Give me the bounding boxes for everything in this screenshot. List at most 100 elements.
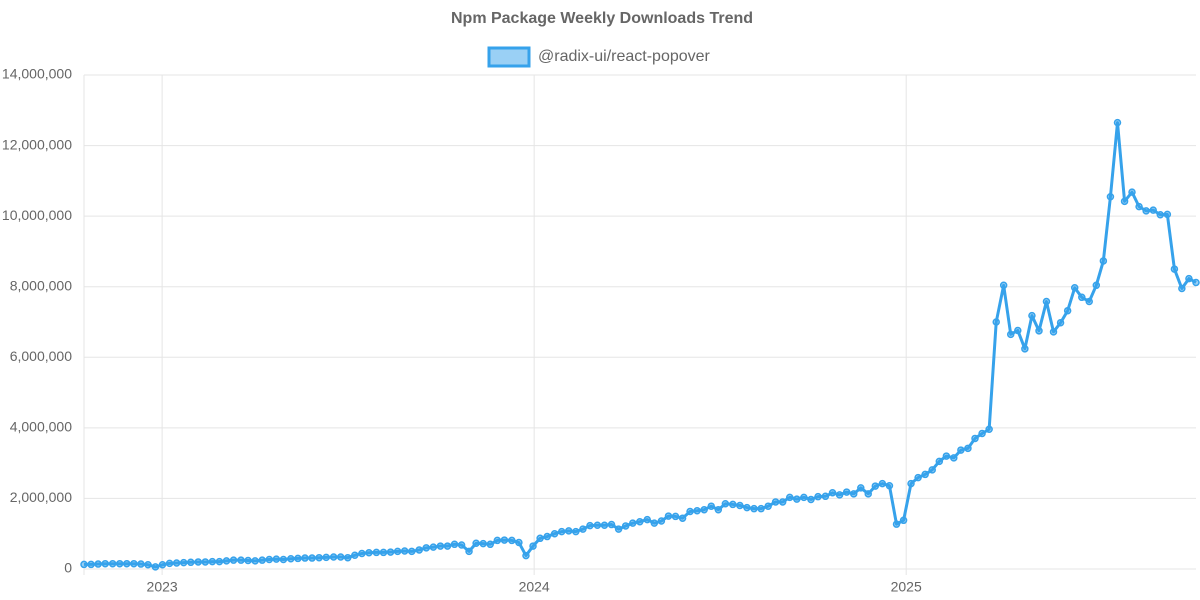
data-point bbox=[115, 559, 124, 568]
data-point bbox=[950, 454, 958, 462]
data-point bbox=[864, 490, 872, 498]
data-point bbox=[785, 493, 794, 502]
data-point bbox=[251, 557, 259, 565]
data-point bbox=[835, 491, 844, 499]
data-point bbox=[408, 547, 416, 556]
data-point bbox=[892, 520, 901, 528]
data-point bbox=[1099, 257, 1108, 265]
data-point bbox=[650, 519, 659, 527]
data-point bbox=[1106, 192, 1115, 201]
data-point bbox=[215, 557, 224, 566]
data-point bbox=[586, 521, 594, 530]
data-point bbox=[101, 559, 109, 568]
data-point bbox=[208, 557, 217, 566]
data-point bbox=[344, 553, 352, 562]
data-point bbox=[729, 500, 737, 509]
data-point bbox=[165, 559, 174, 568]
data-point bbox=[1035, 327, 1043, 335]
data-point bbox=[187, 558, 195, 567]
data-point bbox=[800, 493, 808, 502]
data-point bbox=[878, 479, 887, 488]
data-point bbox=[493, 536, 502, 545]
data-point bbox=[500, 536, 509, 544]
data-point bbox=[386, 548, 395, 556]
data-point bbox=[1135, 202, 1143, 211]
y-tick-label: 12,000,000 bbox=[2, 136, 72, 152]
data-point bbox=[957, 446, 965, 454]
data-point bbox=[771, 498, 780, 506]
x-tick-label: 2024 bbox=[519, 579, 550, 595]
data-point bbox=[1120, 197, 1129, 206]
data-point bbox=[358, 549, 366, 558]
y-tick-label: 2,000,000 bbox=[10, 489, 72, 505]
data-point bbox=[222, 557, 231, 565]
data-point bbox=[935, 457, 944, 466]
chart-title: Npm Package Weekly Downloads Trend bbox=[451, 10, 753, 27]
data-point bbox=[849, 490, 858, 498]
data-point bbox=[229, 556, 238, 564]
data-point bbox=[351, 551, 359, 559]
data-point bbox=[422, 544, 431, 552]
data-point bbox=[272, 555, 281, 563]
data-point bbox=[130, 559, 138, 568]
y-tick-label: 6,000,000 bbox=[10, 348, 72, 364]
data-point bbox=[1113, 118, 1122, 127]
x-tick-label: 2025 bbox=[891, 579, 922, 595]
data-point bbox=[308, 554, 316, 562]
data-point bbox=[607, 520, 616, 529]
legend-label: @radix-ui/react-popover bbox=[538, 48, 711, 65]
data-point bbox=[600, 521, 609, 529]
data-point bbox=[721, 499, 730, 508]
data-point bbox=[821, 492, 830, 501]
data-point bbox=[265, 555, 274, 564]
data-point bbox=[108, 559, 117, 568]
data-point bbox=[593, 521, 602, 529]
series-line bbox=[84, 121, 1197, 569]
data-point bbox=[807, 495, 815, 504]
data-point bbox=[1128, 188, 1136, 196]
data-point bbox=[329, 553, 338, 561]
data-point bbox=[372, 548, 381, 557]
data-point bbox=[885, 481, 894, 490]
data-point bbox=[700, 505, 708, 514]
data-point bbox=[693, 507, 701, 515]
y-tick-label: 0 bbox=[64, 560, 72, 576]
data-point bbox=[657, 517, 666, 525]
data-point bbox=[87, 560, 95, 569]
data-point bbox=[94, 560, 102, 568]
data-point bbox=[778, 498, 787, 506]
data-point bbox=[664, 512, 673, 520]
data-point bbox=[999, 281, 1008, 290]
data-point bbox=[1142, 207, 1150, 215]
data-point bbox=[123, 559, 131, 568]
data-point bbox=[1021, 345, 1029, 353]
data-point bbox=[379, 548, 388, 557]
y-tick-label: 4,000,000 bbox=[10, 419, 72, 435]
data-point bbox=[279, 555, 288, 564]
data-point bbox=[465, 547, 473, 556]
data-point bbox=[1070, 284, 1079, 292]
data-point bbox=[151, 563, 160, 571]
data-point bbox=[315, 553, 323, 562]
data-point bbox=[928, 466, 936, 474]
data-point bbox=[921, 470, 929, 479]
data-point bbox=[529, 542, 537, 550]
data-point bbox=[1063, 306, 1072, 315]
data-point bbox=[1014, 326, 1022, 335]
data-point bbox=[294, 554, 302, 563]
data-point bbox=[179, 558, 188, 567]
data-point bbox=[686, 507, 694, 516]
y-tick-label: 14,000,000 bbox=[2, 66, 72, 82]
data-point bbox=[764, 502, 772, 510]
data-point bbox=[1185, 274, 1193, 283]
data-point bbox=[443, 542, 452, 550]
data-point bbox=[158, 561, 167, 569]
data-point bbox=[336, 553, 345, 561]
data-point bbox=[201, 558, 210, 566]
data-point bbox=[643, 515, 652, 524]
data-point bbox=[899, 516, 908, 525]
data-point bbox=[400, 547, 409, 555]
data-point bbox=[678, 514, 687, 522]
data-point bbox=[172, 559, 181, 567]
